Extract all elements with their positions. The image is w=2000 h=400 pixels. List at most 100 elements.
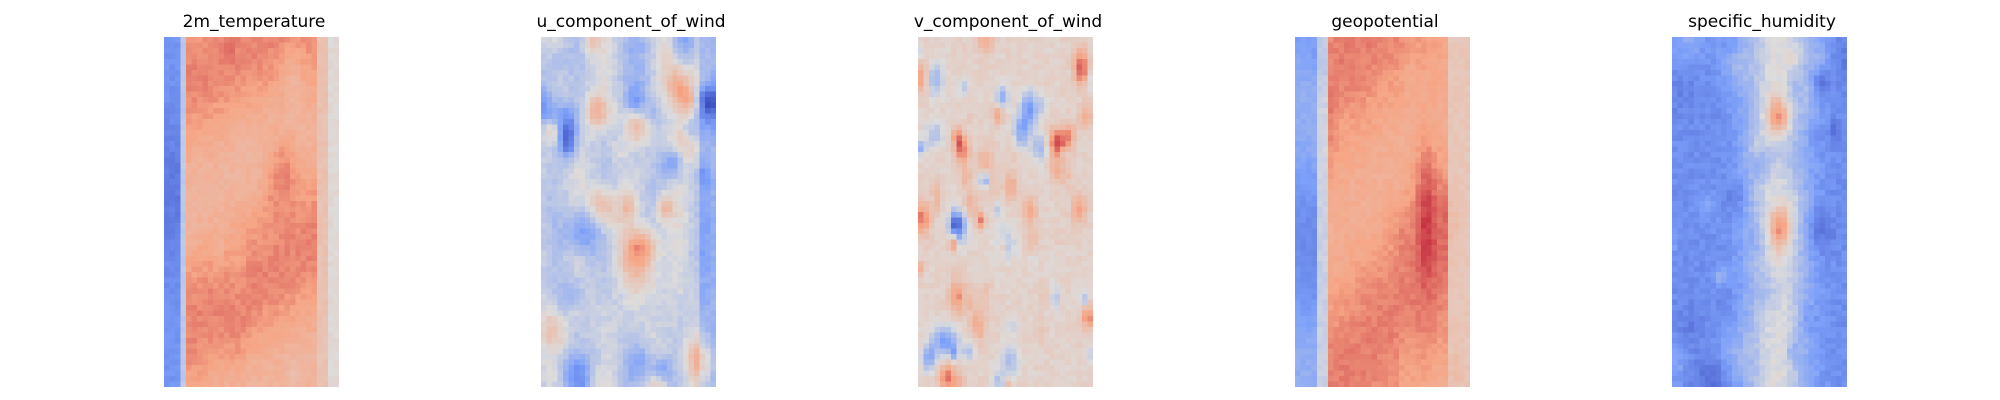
heatmap-cell — [328, 135, 334, 142]
heatmap-cell — [551, 206, 558, 213]
heatmap-cell — [1032, 157, 1039, 164]
heatmap-cell — [694, 124, 700, 131]
heatmap-cell — [551, 80, 558, 87]
heatmap-cell — [623, 135, 629, 142]
heatmap-cell — [650, 140, 657, 147]
heatmap-cell — [185, 190, 192, 196]
heatmap-cell — [541, 326, 547, 333]
heatmap-cell — [699, 58, 706, 65]
heatmap-cell — [295, 47, 302, 54]
heatmap-cell — [918, 124, 924, 131]
heatmap-cell — [923, 91, 930, 98]
heatmap-cell — [1010, 119, 1017, 125]
heatmap-cell — [278, 146, 285, 153]
heatmap-cell — [191, 97, 198, 104]
heatmap-cell — [196, 151, 203, 158]
heatmap-cell — [180, 359, 187, 366]
heatmap-cell — [1076, 91, 1083, 98]
heatmap-cell — [278, 108, 285, 114]
heatmap-cell — [923, 129, 930, 136]
heatmap-cell — [633, 217, 640, 224]
heatmap-cell — [606, 261, 613, 268]
heatmap-cell — [185, 266, 192, 273]
heatmap-cell — [267, 332, 274, 339]
heatmap-cell — [218, 239, 225, 246]
heatmap-cell — [1043, 146, 1050, 153]
heatmap-cell — [961, 58, 968, 65]
heatmap-cell — [918, 64, 924, 71]
heatmap-cell — [202, 359, 209, 366]
heatmap-cell — [584, 179, 591, 186]
heatmap-cell — [262, 299, 269, 306]
heatmap-cell — [710, 86, 716, 93]
heatmap-cell — [650, 272, 657, 279]
heatmap-cell — [551, 91, 558, 98]
heatmap-cell — [584, 381, 591, 387]
heatmap-cell — [628, 250, 635, 257]
heatmap-cell — [644, 190, 651, 196]
heatmap-cell — [661, 151, 668, 158]
heatmap-cell — [661, 337, 668, 344]
heatmap-cell — [262, 80, 269, 87]
heatmap-cell — [207, 206, 214, 213]
heatmap-cell — [300, 266, 307, 273]
heatmap-cell — [240, 217, 247, 224]
heatmap-cell — [623, 129, 629, 136]
heatmap-cell — [322, 376, 329, 382]
heatmap-cell — [1032, 108, 1039, 114]
heatmap-cell — [218, 294, 225, 300]
heatmap-cell — [705, 162, 711, 169]
heatmap-cell — [235, 69, 241, 76]
heatmap-cell — [185, 376, 192, 382]
heatmap-cell — [655, 310, 662, 317]
heatmap-cell — [284, 299, 291, 306]
heatmap-cell — [705, 42, 711, 49]
heatmap-cell — [557, 179, 564, 186]
heatmap-cell — [191, 168, 198, 175]
heatmap-cell — [300, 42, 307, 49]
heatmap-cell — [983, 168, 990, 175]
heatmap-cell — [655, 162, 662, 169]
heatmap-cell — [328, 75, 334, 82]
heatmap-cell — [546, 261, 553, 268]
heatmap-cell — [213, 304, 220, 311]
heatmap-cell — [273, 195, 280, 202]
heatmap-cell — [967, 64, 974, 71]
heatmap-cell — [164, 304, 170, 311]
heatmap-cell — [1054, 124, 1061, 131]
heatmap-cell — [601, 64, 608, 71]
heatmap-cell — [672, 266, 679, 273]
heatmap-cell — [633, 179, 640, 186]
heatmap-cell — [683, 162, 690, 169]
heatmap-cell — [333, 376, 339, 382]
heatmap-cell — [273, 102, 280, 109]
heatmap-cell — [945, 80, 952, 87]
heatmap-cell — [617, 168, 624, 175]
heatmap-cell — [1032, 102, 1039, 109]
heatmap-cell — [557, 255, 564, 262]
heatmap-cell — [655, 376, 662, 382]
heatmap-cell — [246, 212, 252, 218]
heatmap-cell — [1021, 80, 1028, 87]
heatmap-cell — [169, 348, 176, 355]
heatmap-cell — [650, 157, 657, 164]
heatmap-cell — [557, 294, 564, 300]
heatmap-cell — [164, 337, 170, 344]
heatmap-cell — [584, 321, 591, 328]
heatmap-cell — [688, 91, 695, 98]
heatmap-cell — [169, 179, 176, 186]
heatmap-cell — [661, 97, 668, 104]
heatmap-cell — [185, 119, 192, 125]
heatmap-cell — [994, 168, 1001, 175]
heatmap-cell — [688, 283, 695, 289]
heatmap-cell — [562, 283, 569, 289]
heatmap-cell — [694, 42, 700, 49]
heatmap-cell — [202, 119, 209, 125]
heatmap-cell — [710, 272, 716, 279]
heatmap-cell — [333, 299, 339, 306]
heatmap-cell — [628, 173, 635, 180]
heatmap-cell — [229, 190, 236, 196]
heatmap-cell — [1027, 135, 1034, 142]
heatmap-cell — [628, 233, 635, 240]
heatmap-cell — [595, 58, 602, 65]
